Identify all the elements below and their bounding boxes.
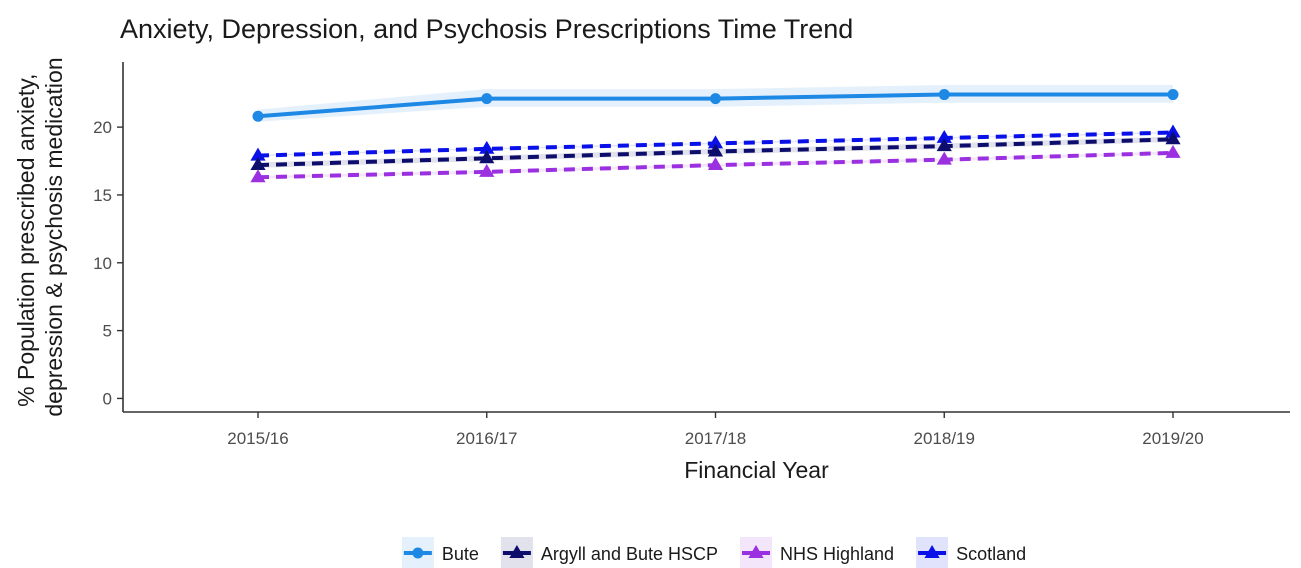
x-tick-label: 2016/17 [456, 429, 517, 448]
point-argyll-and-bute-hscp [479, 150, 495, 164]
legend: Bute Argyll and Bute HSCP NHS Highland Scot… [401, 537, 1026, 568]
point-bute [1167, 89, 1179, 101]
point-scotland [707, 135, 724, 149]
point-argyll-and-bute-hscp [250, 157, 266, 171]
legend-label: NHS Highland [780, 544, 894, 564]
legend-item-argyll-and-bute-hscp: Argyll and Bute HSCP [500, 537, 718, 568]
point-scotland [250, 147, 266, 161]
point-argyll-and-bute-hscp [1165, 131, 1181, 145]
point-argyll-and-bute-hscp [936, 138, 952, 152]
x-tick-label: 2018/19 [914, 429, 975, 448]
legend-item-nhs-highland: NHS Highland [740, 537, 894, 568]
legend-key-marker [748, 545, 764, 558]
point-scotland [936, 129, 952, 143]
point-bute [710, 93, 721, 105]
point-nhs-highland [479, 163, 495, 177]
legend-key-marker [924, 545, 940, 558]
legend-key-marker [509, 545, 525, 558]
x-axis-title: Financial Year [684, 457, 829, 483]
y-axis-title: % Population prescribed anxiety, depress… [13, 57, 67, 416]
point-nhs-highland [936, 151, 952, 165]
point-scotland [1165, 124, 1181, 138]
legend-item-scotland: Scotland [916, 537, 1026, 568]
legend-item-bute: Bute [401, 537, 479, 568]
point-bute [481, 93, 493, 105]
y-axis-ticks: 0 5 10 15 20 [93, 118, 123, 408]
series-points [250, 89, 1181, 183]
legend-label: Argyll and Bute HSCP [541, 544, 718, 564]
point-nhs-highland [707, 157, 724, 171]
y-tick-label: 0 [103, 389, 112, 408]
legend-label: Bute [442, 544, 479, 564]
chart-title: Anxiety, Depression, and Psychosis Presc… [120, 14, 853, 44]
point-bute [938, 89, 950, 101]
y-axis-title-line-2: depression & psychosis medication [41, 57, 67, 416]
point-bute [252, 110, 264, 122]
y-tick-label: 5 [103, 322, 112, 341]
x-tick-label: 2015/16 [227, 429, 288, 448]
legend-label: Scotland [956, 544, 1026, 564]
x-tick-label: 2019/20 [1142, 429, 1203, 448]
point-scotland [479, 140, 495, 154]
x-axis-ticks: 2015/16 2016/17 2017/18 2018/19 2019/20 [227, 412, 1204, 448]
x-tick-label: 2017/18 [685, 429, 746, 448]
point-nhs-highland [250, 169, 266, 183]
point-argyll-and-bute-hscp [707, 143, 724, 157]
y-tick-label: 15 [93, 186, 112, 205]
y-tick-label: 10 [93, 254, 112, 273]
y-axis-title-line-1: % Population prescribed anxiety, [13, 74, 39, 407]
legend-key-marker [412, 547, 424, 559]
y-tick-label: 20 [93, 118, 112, 137]
point-nhs-highland [1165, 144, 1181, 158]
